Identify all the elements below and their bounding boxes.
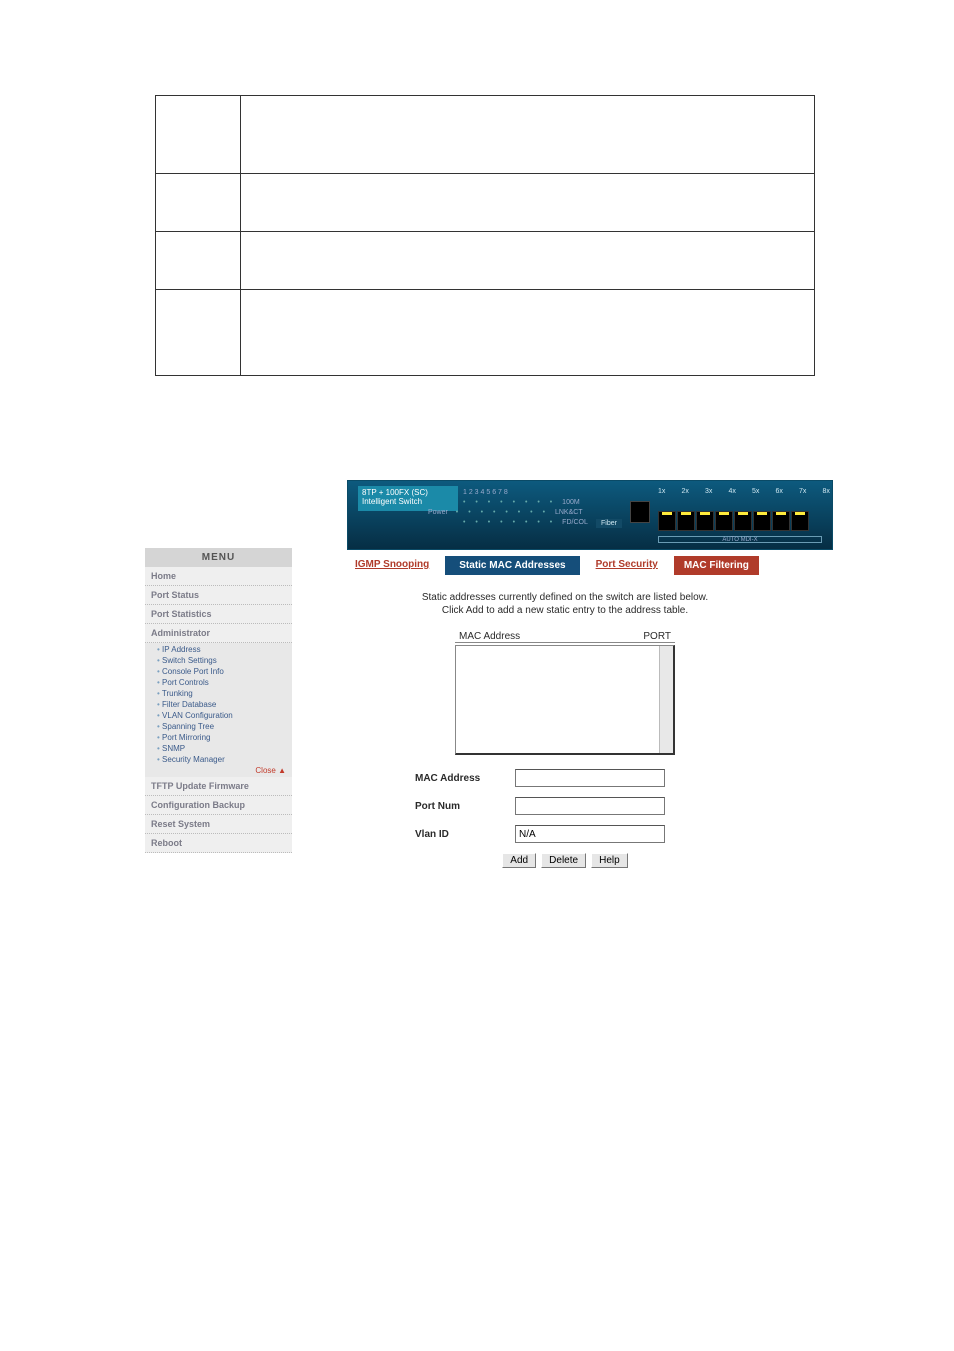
tab-port-security[interactable]: Port Security [586,556,668,575]
sub-trunking[interactable]: Trunking [145,688,292,699]
sidebar-item-reboot[interactable]: Reboot [145,834,292,853]
delete-button[interactable]: Delete [541,853,586,868]
switch-banner: 8TP + 100FX (SC) Intelligent Switch 1 2 … [347,480,833,550]
fiber-port-icon [630,501,650,523]
rj45-port-icon [658,511,676,531]
vlan-id-input[interactable] [515,825,665,843]
sub-snmp[interactable]: SNMP [145,743,292,754]
table-cell [156,232,241,290]
model-line2: Intelligent Switch [362,497,422,506]
tab-static-mac[interactable]: Static MAC Addresses [445,556,579,575]
submenu-close[interactable]: Close ▲ [145,765,292,776]
sub-switch-settings[interactable]: Switch Settings [145,655,292,666]
mac-address-listbox[interactable] [455,645,675,755]
fiber-label: Fiber [596,519,622,528]
menu-header: MENU [145,548,292,567]
tab-igmp-snooping[interactable]: IGMP Snooping [345,556,439,575]
led-dots-icon: • • • • • • • • [463,519,562,526]
label-fdcol: FD/COL [562,519,588,526]
sidebar-item-home[interactable]: Home [145,567,292,586]
listbox-area: MAC Address PORT [295,631,835,755]
col-port: PORT [643,631,671,642]
help-button[interactable]: Help [591,853,628,868]
port-lbl: 3x [705,488,712,495]
led-dots-icon: • • • • • • • • [456,509,555,516]
port-num-input[interactable] [515,797,665,815]
listbox-scrollbar[interactable] [659,646,673,753]
sidebar-item-reset-system[interactable]: Reset System [145,815,292,834]
sub-port-mirroring[interactable]: Port Mirroring [145,732,292,743]
desc-line1: Static addresses currently defined on th… [422,592,708,603]
rj45-port-icon [791,511,809,531]
rj45-port-icon [677,511,695,531]
row-port-num: Port Num [415,797,715,815]
automdix-label: AUTO MDI-X [658,536,822,543]
port-lbl: 6x [776,488,783,495]
main-content: IGMP Snooping Static MAC Addresses Port … [295,556,835,906]
tab-row: IGMP Snooping Static MAC Addresses Port … [345,556,835,575]
sidebar-item-administrator[interactable]: Administrator [145,624,292,643]
col-mac-address: MAC Address [459,631,520,642]
sub-filter-database[interactable]: Filter Database [145,699,292,710]
row-vlan-id: Vlan ID [415,825,715,843]
table-cell [241,96,815,174]
port-lbl: 4x [729,488,736,495]
ports-block: 1x 2x 3x 4x 5x 6x 7x 8x [658,499,830,531]
desc-line2: Click Add to add a new static entry to t… [442,605,688,616]
switch-admin-frame: 8TP + 100FX (SC) Intelligent Switch 1 2 … [145,480,833,910]
power-label: Power [428,509,448,516]
sidebar-menu: MENU Home Port Status Port Statistics Ad… [145,548,292,853]
table-cell [156,174,241,232]
led-numbers: 1 2 3 4 5 6 7 8 [463,489,508,496]
rj45-port-icon [734,511,752,531]
label-port-num: Port Num [415,801,515,812]
label-100m: 100M [562,499,580,506]
form-rows: MAC Address Port Num Vlan ID [415,769,715,843]
led-row-100m: • • • • • • • • 100M [463,499,580,506]
tab-mac-filtering[interactable]: MAC Filtering [674,556,759,575]
led-row-lnk: Power • • • • • • • • LNK&CT [463,509,583,516]
list-header: MAC Address PORT [455,631,675,643]
led-row-fdcol: • • • • • • • • FD/COL [463,519,588,526]
sub-security-manager[interactable]: Security Manager [145,754,292,765]
add-button[interactable]: Add [502,853,536,868]
sub-console-port-info[interactable]: Console Port Info [145,666,292,677]
sidebar-item-tftp[interactable]: TFTP Update Firmware [145,777,292,796]
led-row-numbers: 1 2 3 4 5 6 7 8 [463,489,508,496]
rj45-port-icon [696,511,714,531]
table-cell [241,232,815,290]
description-text: Static addresses currently defined on th… [295,591,835,617]
top-descriptor-table [155,95,815,376]
sidebar-item-port-statistics[interactable]: Port Statistics [145,605,292,624]
table-cell [241,174,815,232]
rj45-port-icon [715,511,733,531]
port-lbl: 8x [823,488,830,495]
table-cell [156,290,241,376]
rj45-port-icon [772,511,790,531]
sub-spanning-tree[interactable]: Spanning Tree [145,721,292,732]
port-labels: 1x 2x 3x 4x 5x 6x 7x 8x [658,488,830,495]
table-cell [156,96,241,174]
port-lbl: 2x [682,488,689,495]
model-line1: 8TP + 100FX (SC) [362,488,428,497]
label-lnk: LNK&CT [555,509,583,516]
mac-address-input[interactable] [515,769,665,787]
label-vlan-id: Vlan ID [415,829,515,840]
led-dots-icon: • • • • • • • • [463,499,562,506]
port-lbl: 1x [658,488,665,495]
sub-port-controls[interactable]: Port Controls [145,677,292,688]
submenu-administrator: IP Address Switch Settings Console Port … [145,643,292,777]
port-lbl: 7x [799,488,806,495]
rj45-port-icon [753,511,771,531]
sidebar-item-config-backup[interactable]: Configuration Backup [145,796,292,815]
sub-vlan-configuration[interactable]: VLAN Configuration [145,710,292,721]
sub-ip-address[interactable]: IP Address [145,644,292,655]
table-cell [241,290,815,376]
port-lbl: 5x [752,488,759,495]
button-row: Add Delete Help [295,853,835,868]
row-mac-address: MAC Address [415,769,715,787]
label-mac-address: MAC Address [415,773,515,784]
sidebar-item-port-status[interactable]: Port Status [145,586,292,605]
banner-title: 8TP + 100FX (SC) Intelligent Switch [358,486,458,511]
